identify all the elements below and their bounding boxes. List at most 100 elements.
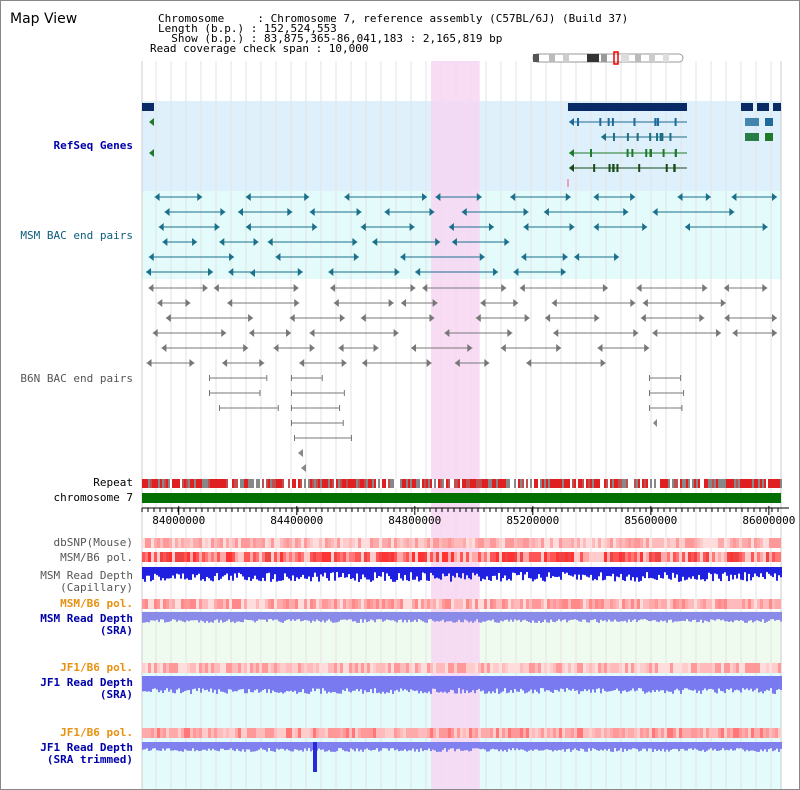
pol-cell <box>211 663 214 673</box>
pol-cell <box>652 552 655 562</box>
depth-bar <box>506 742 508 752</box>
track-label-refseq[interactable]: RefSeq Genes <box>53 139 133 152</box>
pol-cell <box>307 728 310 738</box>
pol-cell <box>517 552 520 562</box>
depth-bar <box>760 567 762 574</box>
track-label-jf1-depth-trimmed[interactable]: JF1 Read Depth (SRA trimmed) <box>40 741 133 766</box>
repeat-bar <box>594 479 596 488</box>
pol-cell <box>634 599 637 609</box>
pol-cell <box>766 552 769 562</box>
axis-tick-label: 84400000 <box>270 514 323 527</box>
track-label-msm-depth-capillary[interactable]: MSM Read Depth (Capillary) <box>40 569 133 594</box>
depth-bar <box>604 676 606 692</box>
pol-cell <box>565 728 568 738</box>
track-label-msm-b6-pol-1[interactable]: MSM/B6 pol. <box>60 551 133 564</box>
pol-cell <box>244 538 247 548</box>
depth-bar <box>682 612 684 621</box>
repeat-bar <box>194 479 196 488</box>
repeat-bar <box>258 479 260 488</box>
bac-end-marker <box>294 435 295 441</box>
gene-exon <box>599 118 602 126</box>
pol-cell <box>625 663 628 673</box>
pol-cell <box>637 728 640 738</box>
depth-bar <box>380 742 382 751</box>
depth-bar <box>754 676 756 690</box>
pol-cell <box>196 552 199 562</box>
bac-end-marker <box>683 390 685 396</box>
pol-cell <box>760 552 763 562</box>
depth-bar <box>776 742 778 749</box>
pol-cell <box>340 599 343 609</box>
pol-cell <box>349 728 352 738</box>
pol-cell <box>262 728 265 738</box>
depth-bar <box>616 567 618 577</box>
depth-bar <box>416 567 418 577</box>
depth-bar <box>774 742 776 751</box>
pol-cell <box>313 663 316 673</box>
pol-cell <box>766 728 769 738</box>
repeat-bar <box>368 479 370 488</box>
depth-bar <box>372 612 374 621</box>
track-label-msm-b6-pol-2[interactable]: MSM/B6 pol. <box>60 597 133 610</box>
depth-bar <box>726 676 728 689</box>
pol-cell <box>541 538 544 548</box>
pol-cell <box>187 599 190 609</box>
track-label-msm-bac[interactable]: MSM BAC end pairs <box>20 229 133 242</box>
pol-cell <box>595 538 598 548</box>
pol-cell <box>184 599 187 609</box>
pol-cell <box>256 538 259 548</box>
depth-bar <box>168 567 170 579</box>
repeat-bar <box>246 479 248 488</box>
track-label-jf1-depth-sra[interactable]: JF1 Read Depth (SRA) <box>40 676 133 701</box>
track-label-b6n-bac[interactable]: B6N BAC end pairs <box>20 372 133 385</box>
depth-bar <box>220 676 222 692</box>
repeat-bar <box>152 479 154 488</box>
depth-bar <box>318 742 320 749</box>
depth-bar <box>392 567 394 582</box>
axis-tick-label: 84800000 <box>388 514 441 527</box>
depth-bar <box>630 676 632 691</box>
bac-end-marker <box>356 208 362 216</box>
depth-bar <box>620 567 622 574</box>
depth-bar <box>428 742 430 749</box>
pol-cell <box>598 728 601 738</box>
pol-cell <box>211 599 214 609</box>
pol-cell <box>184 538 187 548</box>
pol-cell <box>358 663 361 673</box>
depth-bar <box>302 676 304 690</box>
b6n-bac-pairs-lower <box>209 375 685 472</box>
pol-cell <box>286 663 289 673</box>
repeat-bar <box>322 479 324 488</box>
depth-bar <box>216 567 218 574</box>
depth-bar <box>656 676 658 690</box>
depth-bar <box>246 612 248 620</box>
depth-bar <box>478 612 480 623</box>
pol-cell <box>703 538 706 548</box>
track-label-jf1-b6-pol-2[interactable]: JF1/B6 pol. <box>60 726 133 739</box>
depth-bar <box>292 567 294 576</box>
track-label-dbsnp[interactable]: dbSNP(Mouse) <box>53 536 133 549</box>
pol-cell <box>745 728 748 738</box>
depth-bar <box>740 567 742 580</box>
pol-cell <box>676 663 679 673</box>
repeat-bar <box>644 479 646 488</box>
depth-bar <box>176 567 178 574</box>
pol-cell <box>349 663 352 673</box>
repeat-bar <box>240 479 242 488</box>
depth-bar <box>316 676 318 689</box>
depth-bar <box>164 742 166 751</box>
depth-bar <box>516 676 518 692</box>
pol-cell <box>475 538 478 548</box>
bac-end-marker <box>723 284 729 292</box>
track-label-jf1-b6-pol-1[interactable]: JF1/B6 pol. <box>60 661 133 674</box>
depth-bar <box>624 676 626 691</box>
pol-cell <box>235 552 238 562</box>
track-label-msm-depth-sra[interactable]: MSM Read Depth (SRA) <box>40 612 133 637</box>
pol-cell <box>496 599 499 609</box>
pol-cell <box>517 538 520 548</box>
depth-bar <box>642 676 644 692</box>
depth-bar <box>256 612 258 621</box>
pol-cell <box>604 728 607 738</box>
depth-bar <box>562 567 564 573</box>
